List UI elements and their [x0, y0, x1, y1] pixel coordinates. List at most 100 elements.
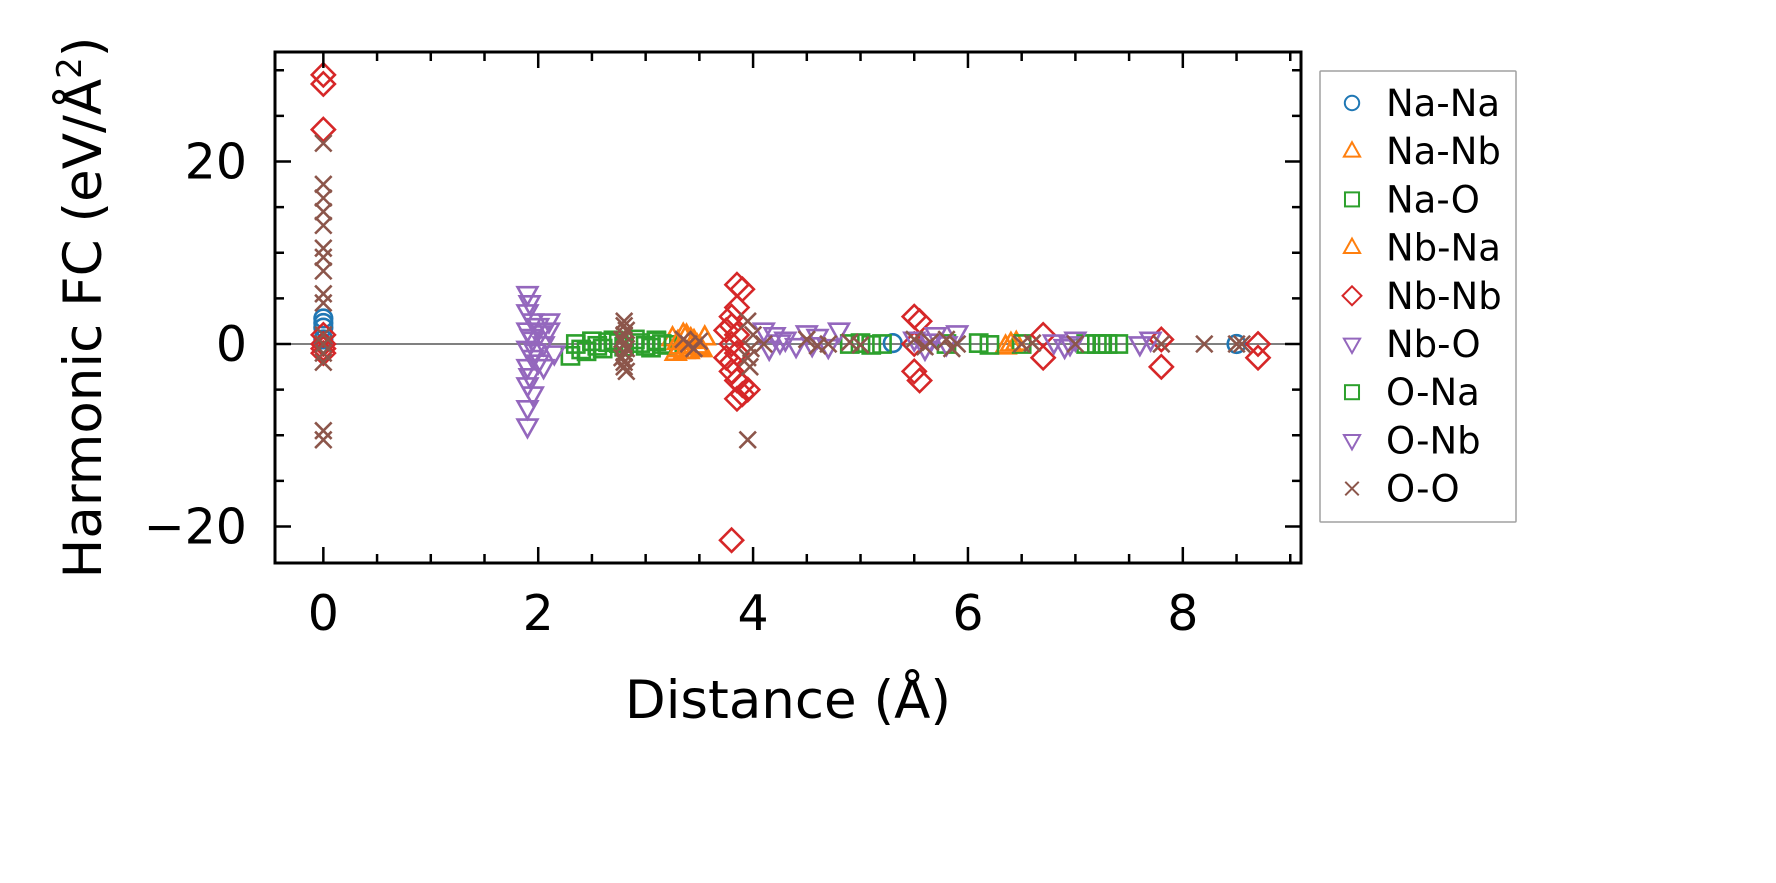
data-points-layer	[309, 61, 1272, 554]
point-nb-nb	[1244, 344, 1272, 372]
point-o-o	[314, 216, 333, 235]
legend-label-na-o: Na-O	[1386, 178, 1480, 221]
series-nb-o	[515, 285, 1163, 440]
point-nb-nb	[900, 330, 928, 358]
point-o-o	[840, 333, 859, 352]
point-o-o	[1066, 334, 1085, 354]
point-nb-o	[773, 331, 798, 354]
legend-marker-nb-o	[1342, 337, 1362, 356]
point-nb-nb	[728, 380, 756, 408]
point-o-na	[646, 331, 667, 352]
point-na-o	[576, 341, 597, 362]
legend-label-nb-na: Nb-Na	[1386, 227, 1501, 270]
point-o-o	[314, 202, 333, 221]
point-o-nb	[918, 333, 943, 355]
point-nb-o	[526, 317, 551, 340]
point-o-o	[314, 293, 333, 313]
point-o-o	[738, 430, 757, 449]
legend-label-nb-o: Nb-O	[1386, 323, 1481, 366]
point-nb-o	[1063, 331, 1088, 354]
point-nb-nb	[309, 321, 337, 349]
point-o-o	[851, 335, 870, 355]
point-nb-o	[536, 313, 562, 335]
point-o-o	[948, 334, 967, 354]
point-o-o	[797, 330, 816, 349]
point-nb-o	[515, 418, 540, 440]
y-tick-label: −20	[144, 499, 247, 556]
point-nb-nb	[718, 526, 745, 554]
point-o-o	[314, 284, 333, 303]
legend-frame	[1319, 70, 1517, 523]
point-o-o	[1195, 334, 1214, 354]
point-o-o	[937, 330, 956, 349]
legend-label-o-nb: O-Nb	[1386, 419, 1481, 462]
point-o-o	[314, 430, 333, 449]
point-nb-o	[531, 358, 556, 381]
point-o-na	[872, 334, 892, 354]
point-o-o	[754, 334, 773, 354]
y-axis-title: Harmonic FC (eV/Å2)	[50, 37, 114, 579]
point-nb-nb	[1029, 344, 1057, 372]
point-o-na	[1092, 334, 1113, 354]
point-nb-nb	[723, 321, 751, 349]
point-nb-o	[1041, 334, 1067, 356]
legend-label-na-nb: Na-Nb	[1386, 130, 1501, 173]
legend-marker-nb-nb	[1341, 284, 1363, 307]
point-nb-o	[783, 337, 809, 360]
legend-marker-o-na	[1343, 384, 1361, 401]
point-o-o	[314, 334, 333, 354]
point-o-o	[921, 333, 940, 352]
x-tick-label: 8	[1167, 585, 1198, 642]
point-nb-nb	[712, 316, 740, 344]
point-o-o	[614, 343, 634, 363]
point-o-o	[314, 353, 333, 372]
point-nb-o	[520, 386, 545, 408]
x-tick-label: 6	[952, 585, 983, 642]
point-nb-na	[672, 337, 697, 360]
plot-frame	[273, 50, 1303, 565]
legend-marker-na-o	[1343, 191, 1361, 208]
point-o-o	[1232, 334, 1252, 354]
point-o-o	[905, 330, 924, 349]
point-o-o	[314, 261, 333, 281]
legend: Na-Na Na-Nb Na-O Nb-Na Nb-Nb Nb-O O-Na O-Nb O-O	[1319, 70, 1517, 523]
point-o-o	[314, 175, 333, 194]
y-axis-title-close: )	[53, 37, 114, 58]
legend-label-o-na: O-Na	[1386, 371, 1480, 414]
point-nb-o	[826, 322, 852, 344]
point-nb-nb	[309, 116, 337, 143]
point-nb-nb	[309, 330, 337, 358]
legend-marker-o-o	[1344, 481, 1360, 497]
point-nb-nb	[309, 70, 337, 98]
point-o-o	[1227, 334, 1246, 354]
point-o-o	[314, 188, 333, 208]
point-nb-na	[998, 330, 1024, 352]
point-o-nb	[528, 325, 553, 347]
point-o-o	[617, 362, 636, 381]
point-o-o	[314, 239, 333, 258]
point-nb-nb	[723, 385, 751, 413]
point-nb-na	[667, 333, 693, 355]
y-tick-label: 20	[185, 134, 247, 191]
point-nb-o	[515, 399, 540, 422]
point-nb-o	[542, 345, 567, 367]
legend-label-na-na: Na-Na	[1386, 82, 1500, 125]
legend-marker-na-na	[1343, 94, 1361, 112]
point-o-o	[314, 134, 333, 153]
x-tick-label: 4	[737, 585, 768, 642]
point-nb-nb	[712, 344, 740, 372]
tick-labels-layer: 0 2 4 6 8 20 0 −20	[144, 134, 1199, 643]
point-o-nb	[522, 343, 548, 365]
point-o-o	[614, 357, 634, 376]
point-o-o	[314, 248, 333, 267]
point-nb-o	[1127, 336, 1152, 358]
point-o-o	[690, 332, 709, 351]
point-o-na	[587, 335, 608, 356]
y-axis-title-main: Harmonic FC (eV/Å	[50, 79, 114, 579]
point-na-na	[882, 332, 903, 354]
point-o-o	[738, 312, 757, 331]
point-o-nb	[518, 328, 543, 351]
point-o-na	[641, 337, 661, 358]
point-nb-nb	[1147, 353, 1175, 381]
